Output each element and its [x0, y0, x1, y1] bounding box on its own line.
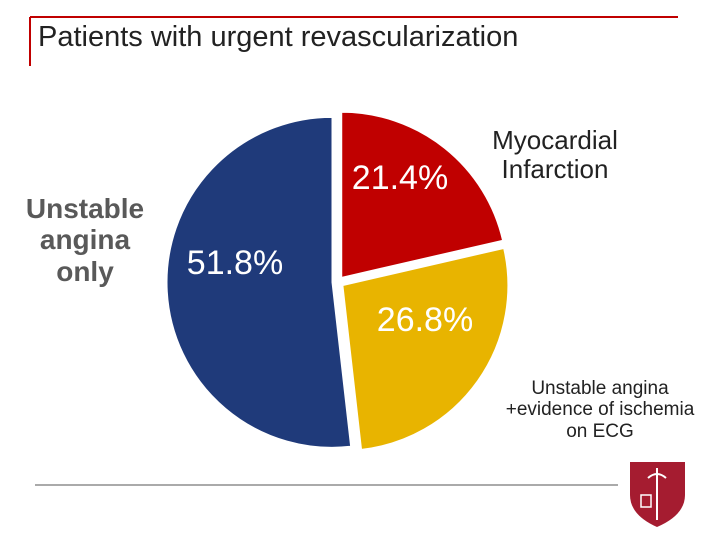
category-label: Unstable angina only	[25, 192, 145, 287]
value-label: 21.4%	[352, 159, 448, 197]
chart-title: Patients with urgent revascularization	[38, 21, 518, 53]
category-label: Myocardial Infarction	[492, 124, 618, 184]
pie-slice	[341, 111, 504, 278]
value-label: 26.8%	[377, 301, 473, 339]
logo	[630, 462, 685, 527]
value-label: 51.8%	[187, 244, 283, 282]
pie-slice	[342, 247, 509, 450]
pie-slice	[166, 116, 352, 448]
category-label: Unstable angina +evidence of ischemia on…	[505, 378, 695, 442]
